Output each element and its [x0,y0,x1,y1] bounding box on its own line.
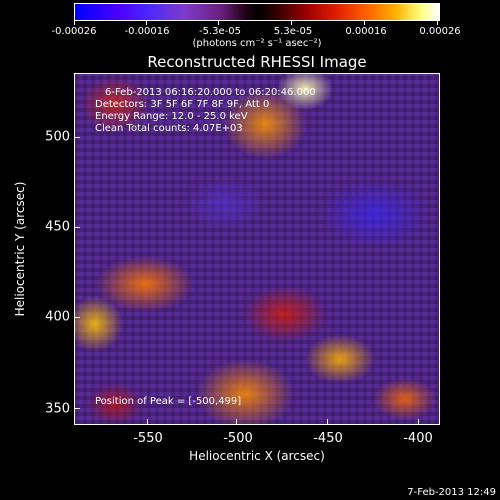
colorbar-tick-label: -0.00016 [124,26,170,37]
x-tick-label: -400 [403,431,433,446]
y-tick-mark [74,137,80,138]
colorbar-tick [364,20,365,25]
x-tick-label: -500 [223,431,253,446]
colorbar-tick [291,20,292,25]
y-tick-label: 450 [45,219,70,235]
x-tick-label: -450 [313,431,343,446]
y-tick-mark [74,227,80,228]
detectors-text: Detectors: 3F 5F 6F 7F 8F 9F, Att 0 [95,99,270,110]
x-axis-title: Heliocentric X (arcsec) [189,449,325,463]
colorbar-tick [437,20,438,25]
colorbar-tick [218,20,219,25]
rhessi-image: 6-Feb-2013 06:16:20.000 to 06:20:46.000 … [74,73,440,425]
y-tick-mark [74,317,80,318]
energy-range-text: Energy Range: 12.0 - 25.0 keV [95,111,248,122]
colorbar-tick-label: -5.3e-05 [199,26,241,37]
clean-counts-text: Clean Total counts: 4.07E+03 [95,123,243,134]
x-tick-mark [236,419,237,425]
x-tick-mark [327,419,328,425]
colorbar-units: (photons cm⁻² s⁻¹ asec⁻²) [192,38,322,49]
colorbar-tick-label: -0.00026 [51,26,97,37]
colorbar-tick-label: 0.00016 [345,26,387,37]
y-tick-label: 350 [45,401,70,417]
peak-position-text: Position of Peak = [-500,499] [95,396,242,407]
colorbar-tick-label: 0.00026 [419,26,461,37]
y-tick-label: 400 [45,309,70,325]
colorbar [74,3,440,25]
x-tick-mark [147,419,148,425]
colorbar-tick [74,20,75,25]
colorbar-tick-label: 5.3e-05 [273,26,313,37]
plot-title: Reconstructed RHESSI Image [147,53,367,71]
colorbar-tick [146,20,147,25]
y-axis-title: Heliocentric Y (arcsec) [13,181,27,317]
footer-timestamp: 7-Feb-2013 12:49 [407,487,496,498]
y-tick-label: 500 [45,129,70,145]
y-tick-mark [74,408,80,409]
x-tick-label: -550 [133,431,163,446]
x-tick-mark [418,419,419,425]
time-range-text: 6-Feb-2013 06:16:20.000 to 06:20:46.000 [105,87,316,98]
